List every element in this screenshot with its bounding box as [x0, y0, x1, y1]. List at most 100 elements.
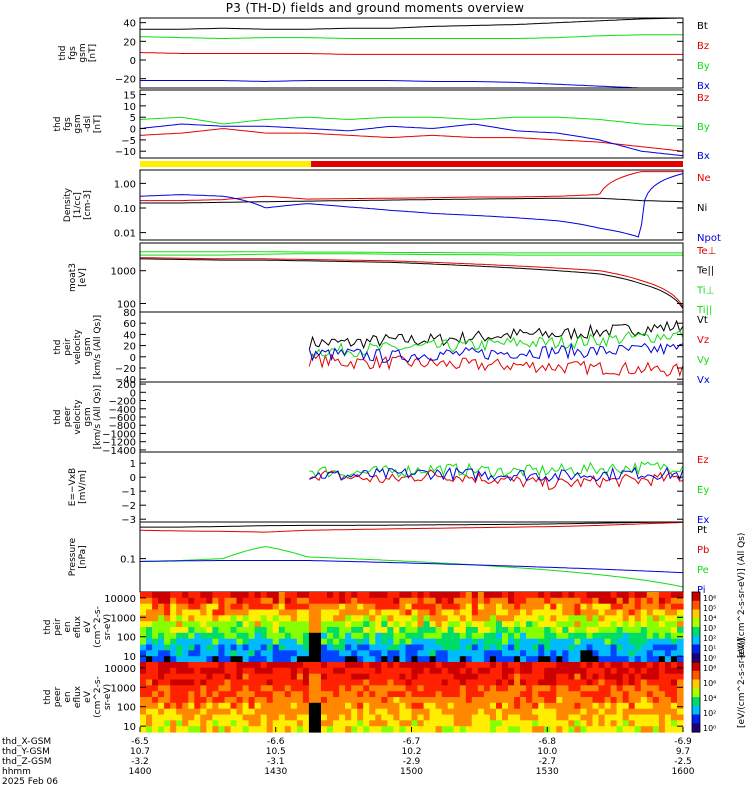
spectrogram-cell — [393, 667, 400, 675]
spectrogram-cell — [405, 697, 413, 704]
spectrogram-cell — [284, 702, 292, 710]
spectrogram-cell — [477, 720, 485, 727]
panel-frame — [139, 89, 684, 159]
spectrogram-cell — [170, 644, 177, 651]
spectrogram-cell — [363, 609, 370, 616]
spectrogram-cell — [622, 708, 630, 716]
spectrogram-cell — [634, 720, 642, 727]
spectrogram-cell — [242, 644, 250, 651]
spectrogram-cell — [339, 685, 346, 692]
spectrogram-cell — [483, 632, 491, 640]
spectrogram-cell — [351, 714, 358, 721]
spectrogram-cell — [194, 697, 201, 704]
spectrogram-cell — [664, 592, 672, 599]
spectrogram-cell — [550, 621, 557, 628]
spectrogram-cell — [399, 644, 406, 651]
spectrogram-cell — [278, 592, 286, 599]
spectrogram-cell — [526, 609, 533, 616]
spectrogram-cell — [224, 714, 232, 721]
spectrogram-cell — [158, 603, 165, 611]
spectrogram-cell — [477, 597, 485, 605]
spectrogram-cell — [170, 720, 177, 727]
spectrogram-cell — [278, 615, 286, 622]
spectrogram-cell — [248, 656, 256, 663]
spectrogram-cell — [212, 650, 219, 657]
spectrogram-cell — [278, 597, 286, 605]
spectrogram-cell — [302, 632, 310, 640]
spectrogram-cell — [411, 632, 419, 640]
spectrogram-cell — [646, 702, 654, 710]
spectrogram-cell — [308, 667, 316, 675]
spectrogram-cell — [296, 632, 304, 640]
spectrogram-cell — [508, 679, 515, 686]
spectrogram-cell — [393, 615, 400, 622]
spectrogram-cell — [526, 720, 533, 727]
spectrogram-cell — [628, 691, 636, 698]
spectrogram-cell — [272, 597, 280, 605]
spectrogram-cell — [140, 650, 147, 657]
spectrogram-cell — [664, 615, 672, 622]
spectrogram-cell — [441, 597, 449, 605]
spectrogram-cell — [248, 714, 256, 721]
spectrogram-cell — [176, 621, 183, 628]
spectrogram-cell — [508, 615, 515, 622]
spectrogram-cell — [278, 685, 286, 692]
spectrogram-cell — [658, 702, 666, 710]
spectrogram-cell — [435, 673, 443, 681]
spectrogram-cell — [345, 726, 352, 733]
spectrogram-cell — [369, 679, 376, 686]
spectrogram-cell — [260, 702, 268, 710]
spectrogram-cell — [508, 644, 515, 651]
spectrogram-cell — [200, 662, 207, 669]
spectrogram-cell — [652, 691, 660, 698]
spectrogram-cell — [327, 621, 334, 628]
spectrogram-cell — [664, 673, 672, 681]
spectrogram-cell — [224, 627, 232, 634]
spectrogram-cell — [194, 656, 201, 663]
spectrogram-cell — [496, 603, 503, 611]
spectrogram-cell — [218, 627, 225, 634]
x-tick-label: -2.7 — [538, 757, 556, 767]
spectrogram-cell — [302, 627, 310, 634]
spectrogram-cell — [447, 609, 455, 616]
spectrogram-cell — [447, 603, 455, 611]
spectrogram-cell — [562, 714, 569, 721]
spectrogram-cell — [640, 592, 648, 599]
spectrogram-cell — [188, 592, 195, 599]
spectrogram-cell — [315, 603, 322, 611]
spectrogram-cell — [598, 632, 606, 640]
spectrogram-cell — [580, 679, 587, 686]
spectrogram-cell — [628, 656, 636, 663]
spectrogram-cell — [459, 597, 467, 605]
spectrogram-cell — [194, 621, 201, 628]
spectrogram-cell — [411, 697, 419, 704]
spectrogram-cell — [254, 597, 262, 605]
spectrogram-cell — [170, 679, 177, 686]
spectrogram-cell — [254, 609, 262, 616]
spectrogram-cell — [327, 697, 334, 704]
spectrogram-cell — [158, 627, 165, 634]
spectrogram-cell — [296, 597, 304, 605]
spectrogram-cell — [622, 726, 630, 733]
spectrogram-cell — [538, 621, 545, 628]
spectrogram-cell — [206, 597, 213, 605]
spectrogram-cell — [224, 662, 232, 669]
spectrogram-cell — [200, 615, 207, 622]
spectrogram-cell — [399, 621, 406, 628]
legend-vz: Vz — [697, 335, 709, 346]
spectrogram-cell — [164, 697, 171, 704]
spectrogram-cell — [670, 679, 678, 686]
spectrogram-cell — [538, 644, 545, 651]
spectrogram-cell — [447, 679, 455, 686]
spectrogram-cell — [230, 632, 238, 640]
spectrogram-cell — [188, 702, 195, 710]
spectrogram-cell — [405, 627, 413, 634]
spectrogram-cell — [260, 615, 268, 622]
spectrogram-cell — [321, 714, 328, 721]
spectrogram-cell — [514, 609, 521, 616]
spectrogram-cell — [381, 667, 388, 675]
spectrogram-cell — [327, 726, 334, 733]
spectrogram-cell — [266, 656, 274, 663]
spectrogram-cell — [580, 726, 587, 733]
spectrogram-cell — [194, 597, 201, 605]
